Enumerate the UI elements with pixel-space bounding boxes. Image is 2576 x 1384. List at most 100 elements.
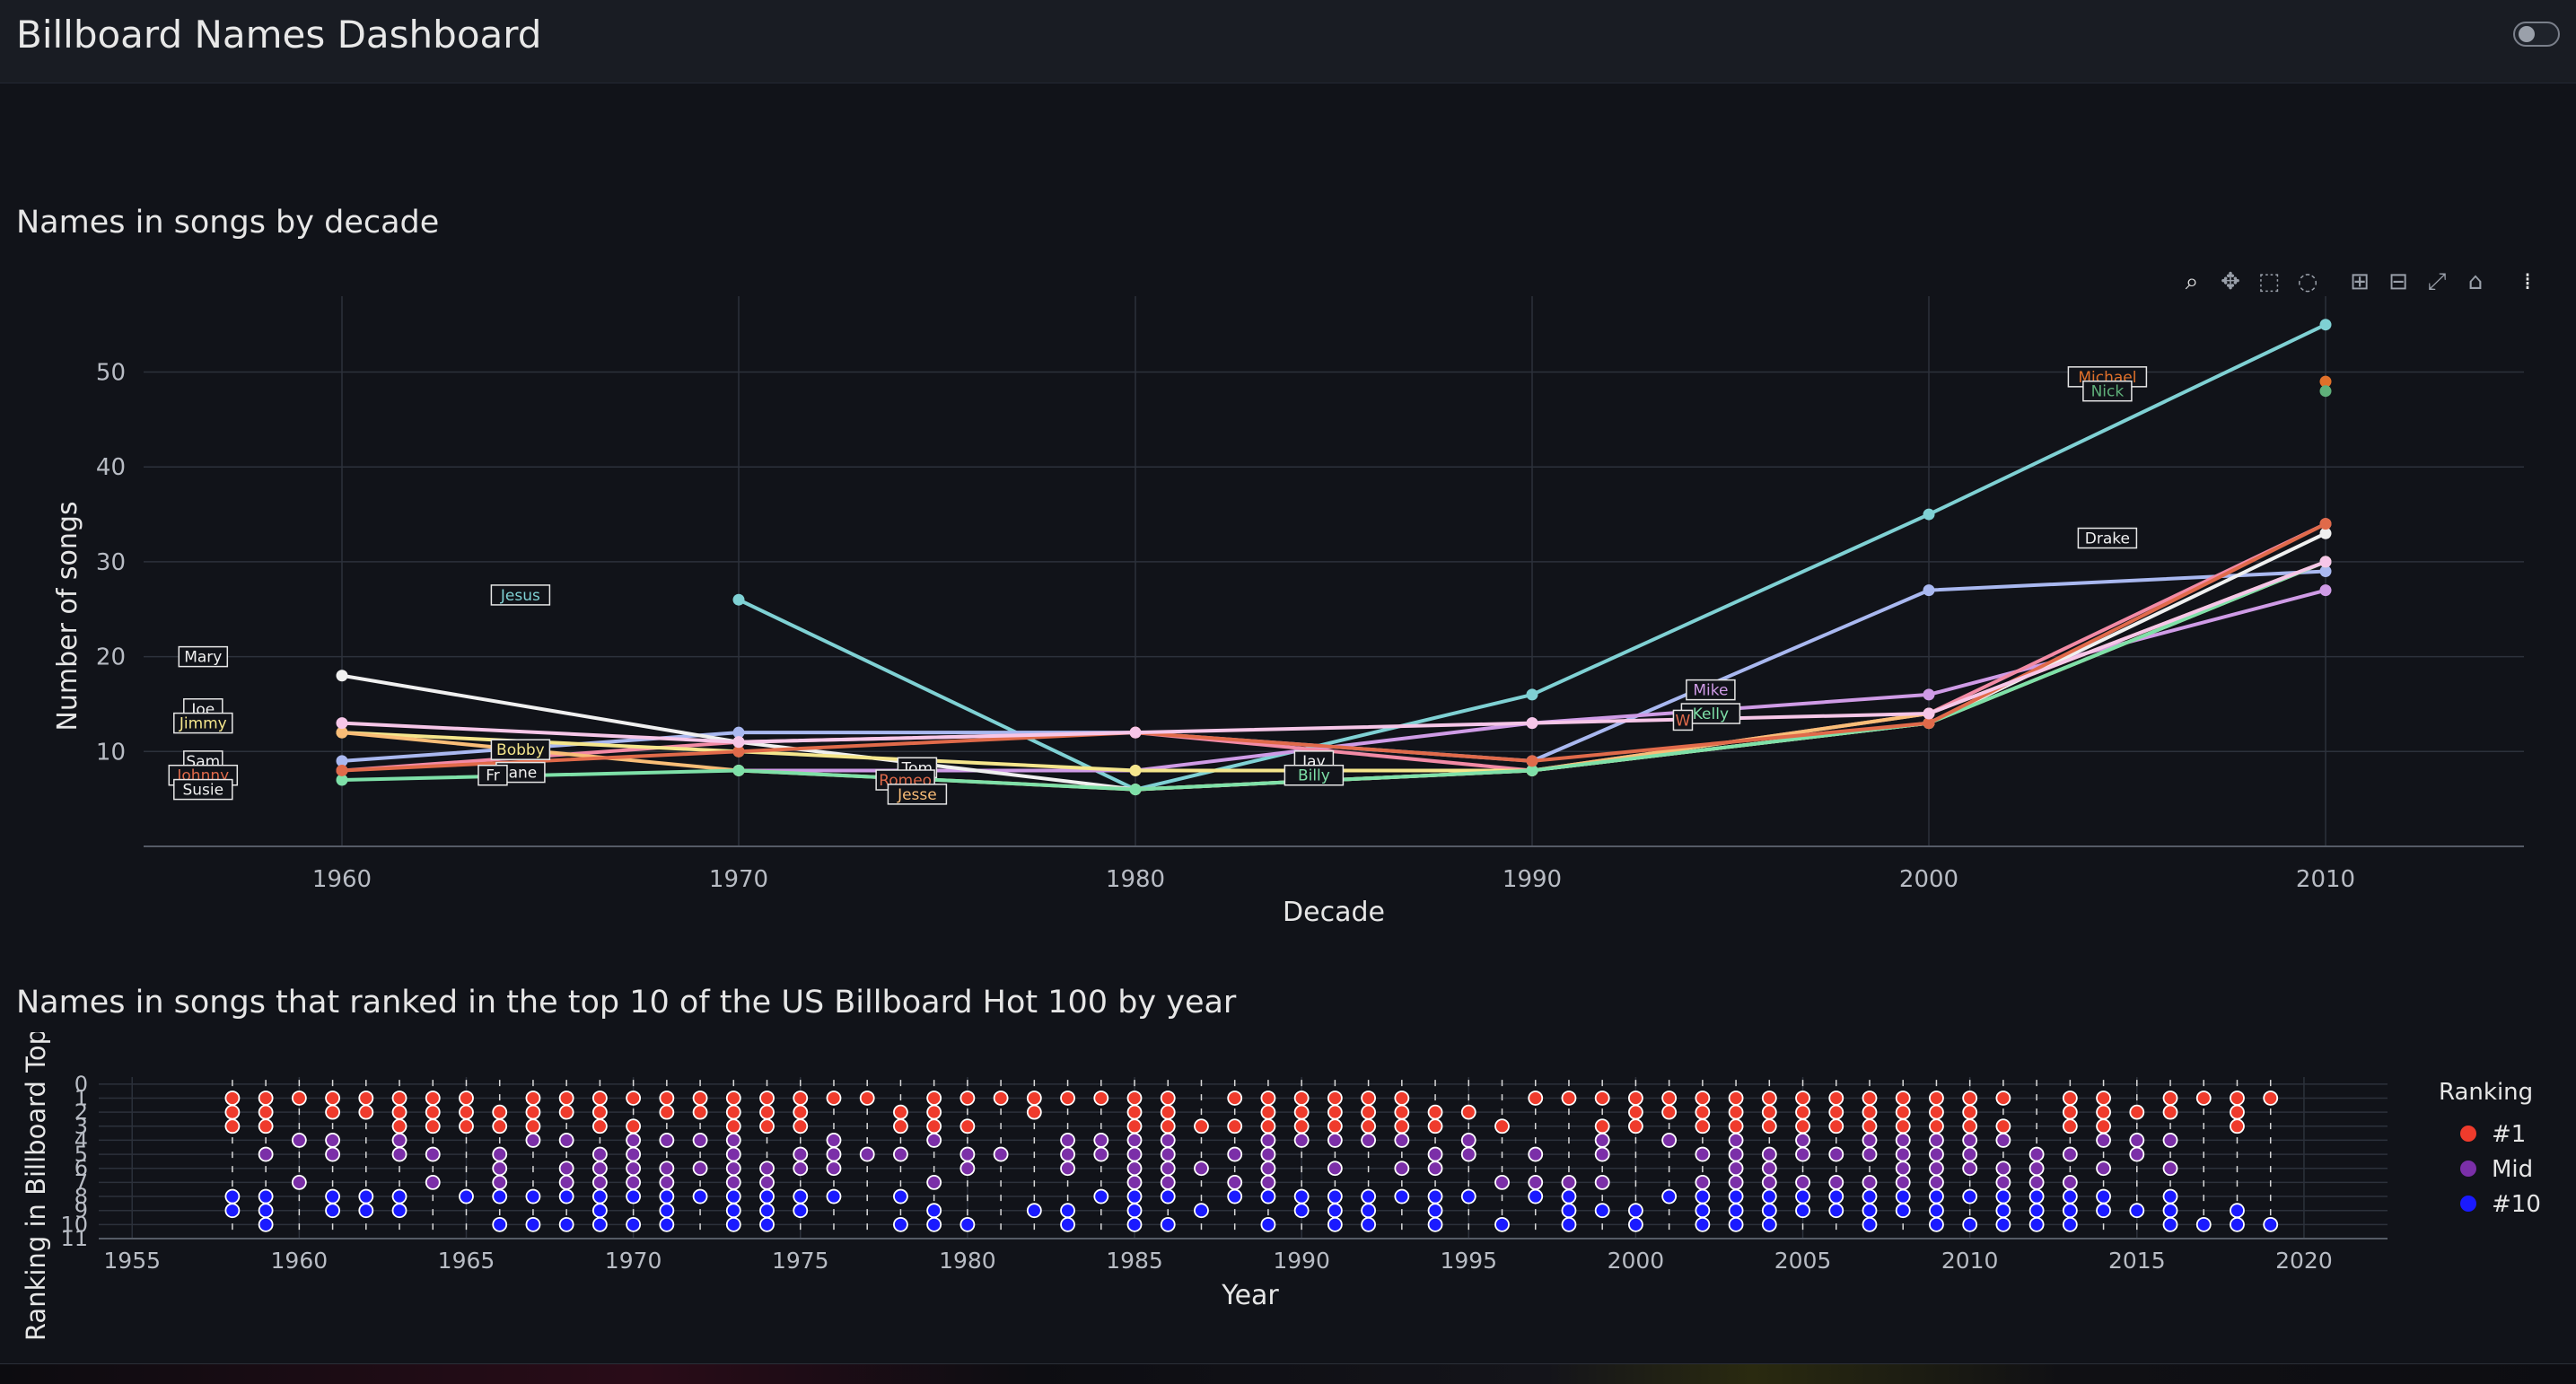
rank-point bbox=[391, 1203, 407, 1219]
zoom-icon[interactable]: ⌕ bbox=[2185, 268, 2199, 295]
rank-point bbox=[1761, 1118, 1777, 1134]
y-tick-label: 11 bbox=[60, 1226, 88, 1251]
rank-point bbox=[1427, 1161, 1443, 1177]
legend-marker bbox=[2460, 1126, 2476, 1142]
legend-label: Mid bbox=[2492, 1156, 2533, 1183]
rank-point bbox=[1862, 1118, 1878, 1134]
decade-line-chart[interactable]: 1960 1970 1980 1990 2000 20101020304050Decade… bbox=[0, 287, 2576, 933]
rank-point bbox=[1695, 1146, 1711, 1162]
rank-point bbox=[1895, 1146, 1911, 1162]
series-point-1 bbox=[2319, 565, 2332, 577]
theme-toggle[interactable] bbox=[2513, 22, 2560, 47]
series-point-6 bbox=[336, 726, 348, 739]
rank-point bbox=[391, 1188, 407, 1204]
rank-point bbox=[1728, 1104, 1744, 1120]
rank-point bbox=[1160, 1104, 1176, 1120]
rank-point bbox=[1761, 1188, 1777, 1204]
rank-point bbox=[1026, 1091, 1042, 1106]
rank-point bbox=[1828, 1104, 1844, 1120]
rank-point bbox=[1695, 1118, 1711, 1134]
pan-icon[interactable]: ✥ bbox=[2221, 268, 2240, 295]
rank-point bbox=[224, 1188, 241, 1204]
x-tick-label: 2020 bbox=[2275, 1248, 2333, 1274]
reset-axes-icon[interactable]: ⌂ bbox=[2467, 268, 2484, 295]
rank-point bbox=[591, 1146, 608, 1162]
annotation-label: Jesus bbox=[500, 587, 540, 605]
rank-point bbox=[258, 1146, 274, 1162]
rank-point bbox=[1561, 1216, 1577, 1232]
rank-point bbox=[1126, 1188, 1143, 1204]
rank-point bbox=[1929, 1133, 1944, 1148]
rank-point bbox=[459, 1091, 474, 1106]
rank-point bbox=[1026, 1104, 1042, 1120]
x-tick-label: 1965 bbox=[438, 1248, 495, 1274]
rank-point bbox=[626, 1091, 642, 1106]
lasso-select-icon[interactable]: ◌ bbox=[2297, 268, 2318, 295]
rank-point bbox=[1361, 1133, 1376, 1148]
zoom-in-icon[interactable]: ⊞ bbox=[2350, 268, 2370, 295]
rank-point bbox=[1227, 1188, 1243, 1204]
rank-point bbox=[659, 1133, 675, 1148]
rank-point bbox=[2028, 1188, 2045, 1204]
rank-point bbox=[492, 1216, 508, 1232]
rank-point bbox=[1895, 1133, 1911, 1148]
rank-point bbox=[725, 1118, 741, 1134]
rank-point bbox=[1995, 1203, 2011, 1219]
rank-point bbox=[425, 1174, 441, 1190]
rank-point bbox=[2028, 1161, 2045, 1177]
rank-point bbox=[659, 1091, 675, 1106]
x-tick-label: 1995 bbox=[1440, 1248, 1497, 1274]
series-point-9 bbox=[1526, 717, 1538, 730]
annotation-label: W bbox=[1676, 712, 1691, 730]
rank-point bbox=[1695, 1216, 1711, 1232]
rank-point bbox=[1995, 1118, 2011, 1134]
plotly-logo-icon[interactable]: ⁞ bbox=[2523, 268, 2532, 295]
rank-point bbox=[2028, 1174, 2045, 1190]
rank-point bbox=[1293, 1203, 1310, 1219]
rank-point bbox=[1695, 1174, 1711, 1190]
rank-point bbox=[591, 1104, 608, 1120]
rank-point bbox=[1761, 1104, 1777, 1120]
rank-point bbox=[2195, 1091, 2212, 1106]
yearly-ranking-scatter[interactable]: 1955 1960 1965 1970 1975 1980 1985 1990 1995 2000… bbox=[0, 1032, 2576, 1364]
rank-point bbox=[926, 1203, 942, 1219]
rank-point bbox=[258, 1118, 274, 1134]
rank-point bbox=[1327, 1091, 1343, 1106]
autoscale-icon[interactable]: ⤢ bbox=[2427, 268, 2447, 295]
rank-point bbox=[1427, 1146, 1443, 1162]
rank-point bbox=[1327, 1188, 1343, 1204]
rank-point bbox=[1761, 1091, 1777, 1106]
rank-point bbox=[525, 1188, 541, 1204]
rank-point bbox=[1795, 1203, 1810, 1219]
rank-point bbox=[1394, 1104, 1410, 1120]
zoom-out-icon[interactable]: ⊟ bbox=[2388, 268, 2408, 295]
rank-point bbox=[2062, 1118, 2078, 1134]
rank-point bbox=[2028, 1146, 2045, 1162]
rank-point bbox=[793, 1104, 809, 1120]
rank-point bbox=[2096, 1118, 2111, 1134]
box-select-icon[interactable]: ⬚ bbox=[2257, 268, 2281, 295]
series-point-0 bbox=[2319, 319, 2332, 331]
rank-point bbox=[1361, 1118, 1376, 1134]
rank-point bbox=[1995, 1188, 2011, 1204]
rank-point bbox=[1528, 1146, 1544, 1162]
rank-point bbox=[1528, 1174, 1544, 1190]
rank-point bbox=[725, 1091, 741, 1106]
rank-point bbox=[358, 1104, 374, 1120]
series-point-0 bbox=[1526, 688, 1538, 701]
extra-point-0 bbox=[2319, 375, 2332, 388]
rank-point bbox=[2162, 1188, 2178, 1204]
rank-point bbox=[1327, 1118, 1343, 1134]
rank-point bbox=[1293, 1133, 1310, 1148]
rank-point bbox=[1728, 1133, 1744, 1148]
rank-point bbox=[893, 1104, 908, 1120]
rank-point bbox=[2096, 1104, 2111, 1120]
rank-point bbox=[759, 1161, 775, 1177]
rank-point bbox=[793, 1118, 809, 1134]
rank-point bbox=[1594, 1118, 1610, 1134]
rank-point bbox=[1594, 1133, 1610, 1148]
rank-point bbox=[1126, 1161, 1143, 1177]
series-point-8 bbox=[1923, 717, 1935, 730]
rank-point bbox=[492, 1104, 508, 1120]
rank-point bbox=[1361, 1216, 1376, 1232]
